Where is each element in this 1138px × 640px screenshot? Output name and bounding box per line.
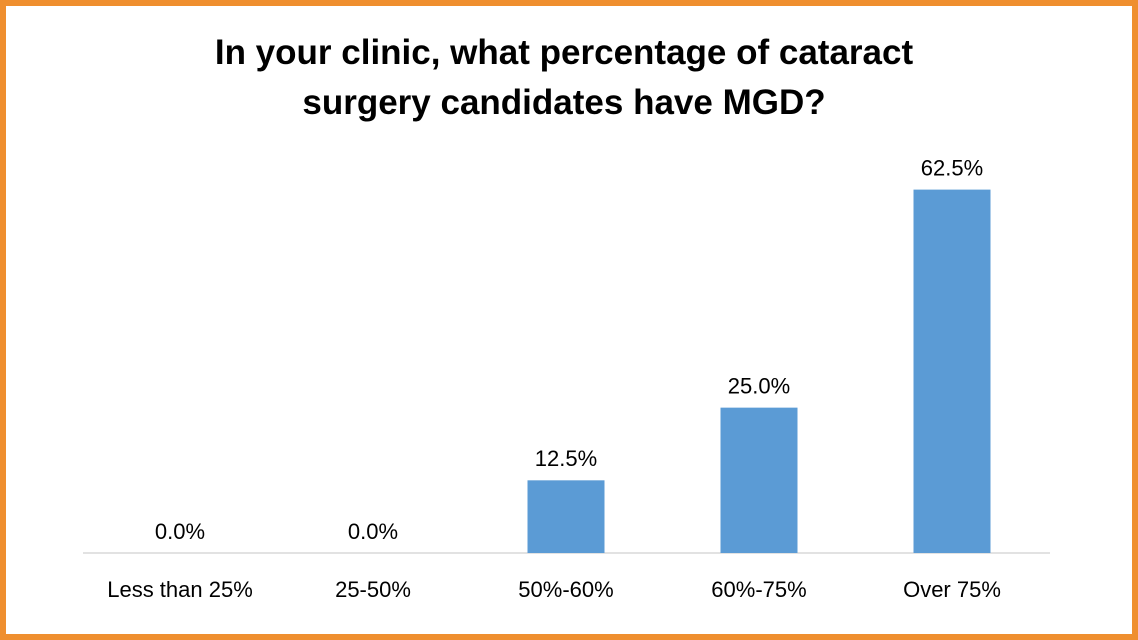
bar — [527, 480, 605, 553]
bar — [913, 189, 991, 553]
x-tick-label: Less than 25% — [107, 577, 253, 602]
x-tick-label: 60%-75% — [711, 577, 806, 602]
data-label: 25.0% — [728, 373, 790, 398]
data-label: 12.5% — [535, 446, 597, 471]
x-tick-label: 25-50% — [335, 577, 411, 602]
chart-title: In your clinic, what percentage of catar… — [214, 33, 914, 122]
bar — [720, 407, 798, 553]
data-label: 0.0% — [348, 519, 398, 544]
x-tick-label: 50%-60% — [518, 577, 613, 602]
data-label: 62.5% — [921, 155, 983, 180]
data-label: 0.0% — [155, 519, 205, 544]
x-tick-label: Over 75% — [903, 577, 1001, 602]
